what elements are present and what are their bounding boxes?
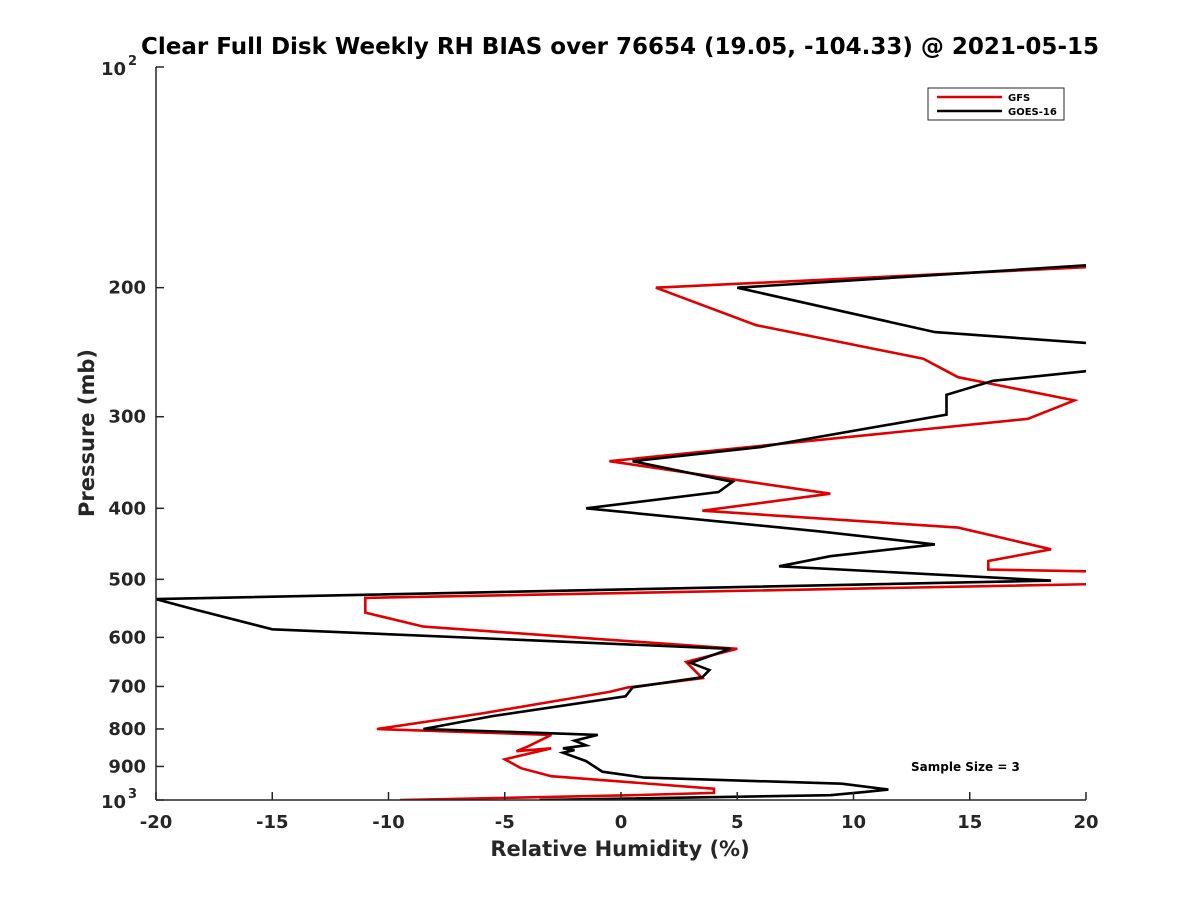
y-tick-label-top-exp: 2 — [128, 54, 137, 69]
x-tick-label: -10 — [372, 812, 405, 833]
series-layer — [156, 264, 1086, 800]
x-tick-label: -5 — [495, 812, 515, 833]
x-tick-label: 0 — [615, 812, 628, 833]
series-line-goes-16 — [156, 264, 1086, 800]
x-axis-label: Relative Humidity (%) — [490, 837, 749, 861]
y-ticks: 200 300 400 500 600 700 800 900 — [108, 66, 164, 801]
y-axis-label: Pressure (mb) — [75, 349, 99, 517]
x-tick-label: -20 — [140, 812, 173, 833]
legend: GFS GOES-16 — [927, 87, 1065, 121]
y-tick-label: 400 — [108, 498, 146, 519]
x-tick-label: 5 — [731, 812, 744, 833]
y-tick-label: 200 — [108, 278, 146, 299]
legend-label-gfs: GFS — [1008, 93, 1030, 104]
y-tick-label: 800 — [108, 719, 146, 740]
x-tick-label: 10 — [841, 812, 866, 833]
chart-title: Clear Full Disk Weekly RH BIAS over 7665… — [141, 34, 1099, 60]
y-tick-label: 700 — [108, 676, 146, 697]
y-tick-label: 600 — [108, 627, 146, 648]
x-tick-label: -15 — [256, 812, 289, 833]
sample-size-annotation: Sample Size = 3 — [911, 760, 1020, 774]
x-ticks: -20 -15 -10 -5 0 5 10 15 20 — [140, 792, 1099, 833]
y-tick-label-bottom-exp: 3 — [128, 787, 137, 802]
series-line-gfs — [363, 265, 1086, 800]
y-tick-label: 500 — [108, 569, 146, 590]
y-tick-label: 300 — [108, 407, 146, 428]
x-tick-label: 15 — [957, 812, 982, 833]
y-tick-label-bottom-base: 10 — [101, 792, 126, 813]
y-tick-label-top-base: 10 — [101, 59, 126, 80]
legend-label-goes16: GOES-16 — [1008, 107, 1057, 118]
y-tick-label: 900 — [108, 756, 146, 777]
legend-box — [927, 87, 1065, 121]
x-tick-label: 20 — [1073, 812, 1098, 833]
